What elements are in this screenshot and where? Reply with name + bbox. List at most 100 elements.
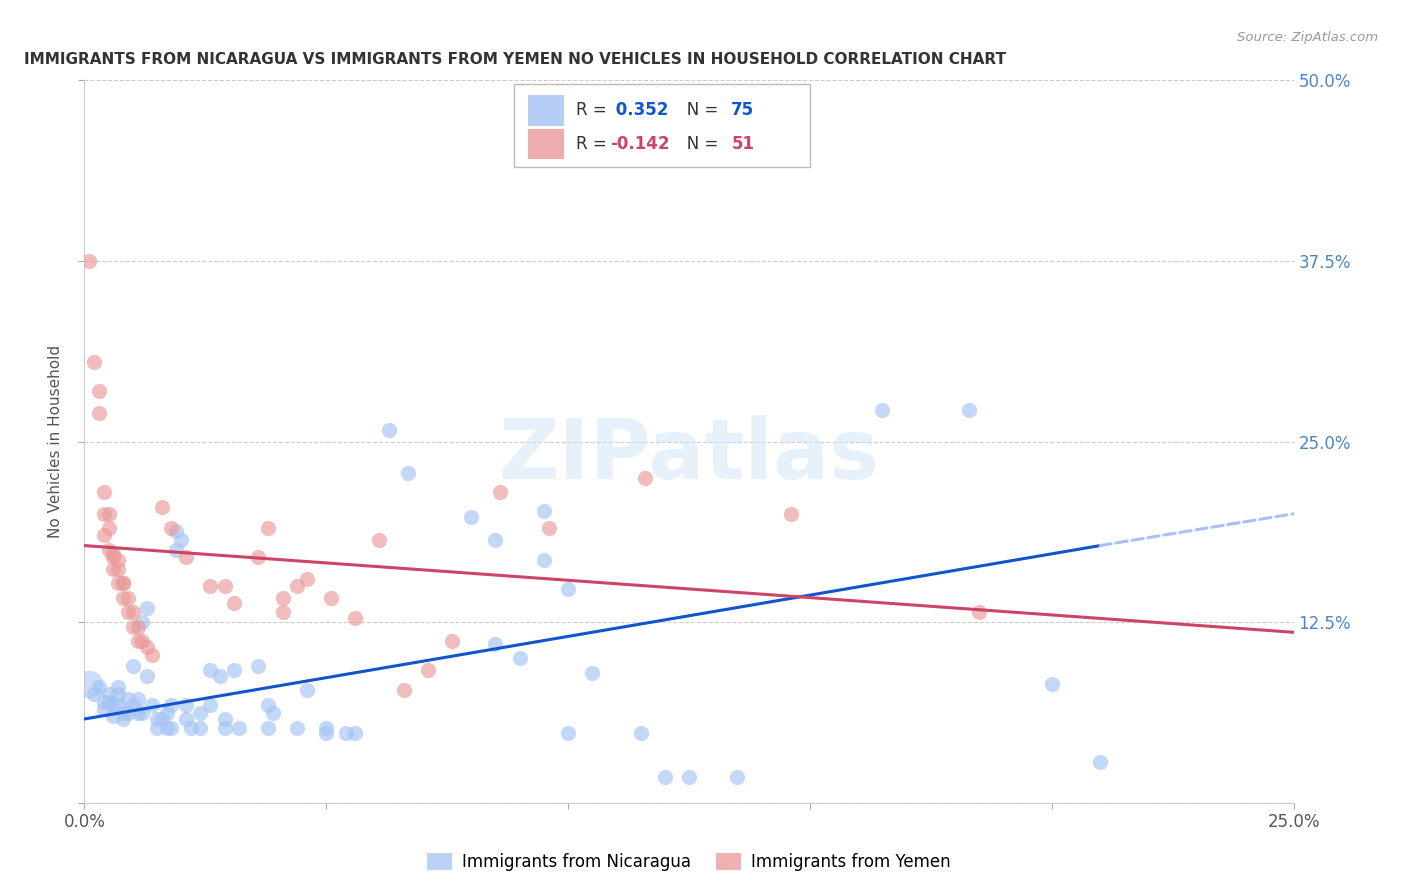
Point [257, 721, 280, 735]
Point [146, 721, 169, 735]
Text: Source: ZipAtlas.com: Source: ZipAtlas.com [1237, 31, 1378, 45]
Point [271, 591, 294, 605]
Point [557, 582, 579, 596]
Point [967, 605, 990, 619]
Point [107, 562, 129, 576]
Text: 51: 51 [731, 135, 754, 153]
Point [180, 721, 202, 735]
Point [141, 648, 163, 663]
Point [654, 770, 676, 784]
Point [295, 683, 318, 698]
Text: -0.142: -0.142 [610, 135, 669, 153]
Point [150, 500, 173, 514]
Point [103, 550, 125, 565]
Point [214, 712, 236, 726]
Point [392, 683, 415, 698]
Point [198, 579, 221, 593]
Point [160, 698, 183, 712]
Point [344, 726, 367, 740]
Point [136, 668, 159, 682]
Point [247, 550, 270, 565]
Legend: Immigrants from Nicaragua, Immigrants from Yemen: Immigrants from Nicaragua, Immigrants fr… [420, 846, 957, 878]
Point [489, 485, 512, 500]
Point [93, 695, 115, 709]
Point [103, 698, 125, 712]
Point [315, 726, 337, 740]
Point [257, 698, 280, 712]
FancyBboxPatch shape [529, 128, 564, 159]
Point [959, 402, 981, 417]
Point [335, 726, 357, 740]
Point [319, 591, 342, 605]
Point [537, 521, 560, 535]
Point [150, 712, 173, 726]
Point [77, 677, 100, 691]
Point [112, 591, 135, 605]
Point [121, 605, 143, 619]
Point [198, 698, 221, 712]
Point [160, 521, 183, 535]
Point [228, 721, 250, 735]
Point [136, 600, 159, 615]
Point [170, 533, 193, 547]
Point [107, 680, 129, 694]
Point [103, 562, 125, 576]
Point [725, 770, 748, 784]
Point [127, 691, 149, 706]
Text: N =: N = [671, 102, 724, 120]
Point [557, 726, 579, 740]
Point [93, 528, 115, 542]
Point [214, 579, 236, 593]
Point [112, 576, 135, 591]
Point [160, 721, 183, 735]
Point [1088, 756, 1111, 770]
Point [165, 524, 187, 538]
Point [174, 698, 197, 712]
Point [155, 721, 177, 735]
Point [295, 572, 318, 586]
Point [285, 721, 308, 735]
Point [440, 634, 463, 648]
Point [396, 467, 419, 481]
Point [121, 619, 143, 633]
Point [315, 721, 337, 735]
Point [678, 770, 700, 784]
Point [112, 576, 135, 591]
FancyBboxPatch shape [513, 84, 810, 167]
Point [87, 384, 110, 398]
Point [262, 706, 284, 721]
Point [271, 605, 294, 619]
Text: IMMIGRANTS FROM NICARAGUA VS IMMIGRANTS FROM YEMEN NO VEHICLES IN HOUSEHOLD CORR: IMMIGRANTS FROM NICARAGUA VS IMMIGRANTS … [24, 52, 1005, 67]
Point [97, 695, 120, 709]
Point [484, 533, 506, 547]
Point [146, 712, 169, 726]
Point [779, 507, 801, 521]
Point [87, 406, 110, 420]
Point [77, 253, 100, 268]
Point [87, 680, 110, 694]
Point [174, 712, 197, 726]
Point [257, 521, 280, 535]
Point [131, 706, 153, 721]
Point [378, 423, 401, 437]
Point [460, 509, 482, 524]
Point [117, 591, 139, 605]
Point [93, 485, 115, 500]
FancyBboxPatch shape [529, 95, 564, 126]
Point [214, 721, 236, 735]
Point [97, 521, 120, 535]
Point [247, 658, 270, 673]
Point [107, 553, 129, 567]
Point [127, 634, 149, 648]
Point [117, 605, 139, 619]
Text: R =: R = [576, 135, 613, 153]
Text: ZIPatlas: ZIPatlas [499, 416, 879, 497]
Point [103, 547, 125, 561]
Point [509, 651, 531, 665]
Point [416, 663, 439, 677]
Point [533, 504, 555, 518]
Point [1040, 677, 1063, 691]
Point [83, 687, 105, 701]
Text: R =: R = [576, 102, 613, 120]
Point [155, 706, 177, 721]
